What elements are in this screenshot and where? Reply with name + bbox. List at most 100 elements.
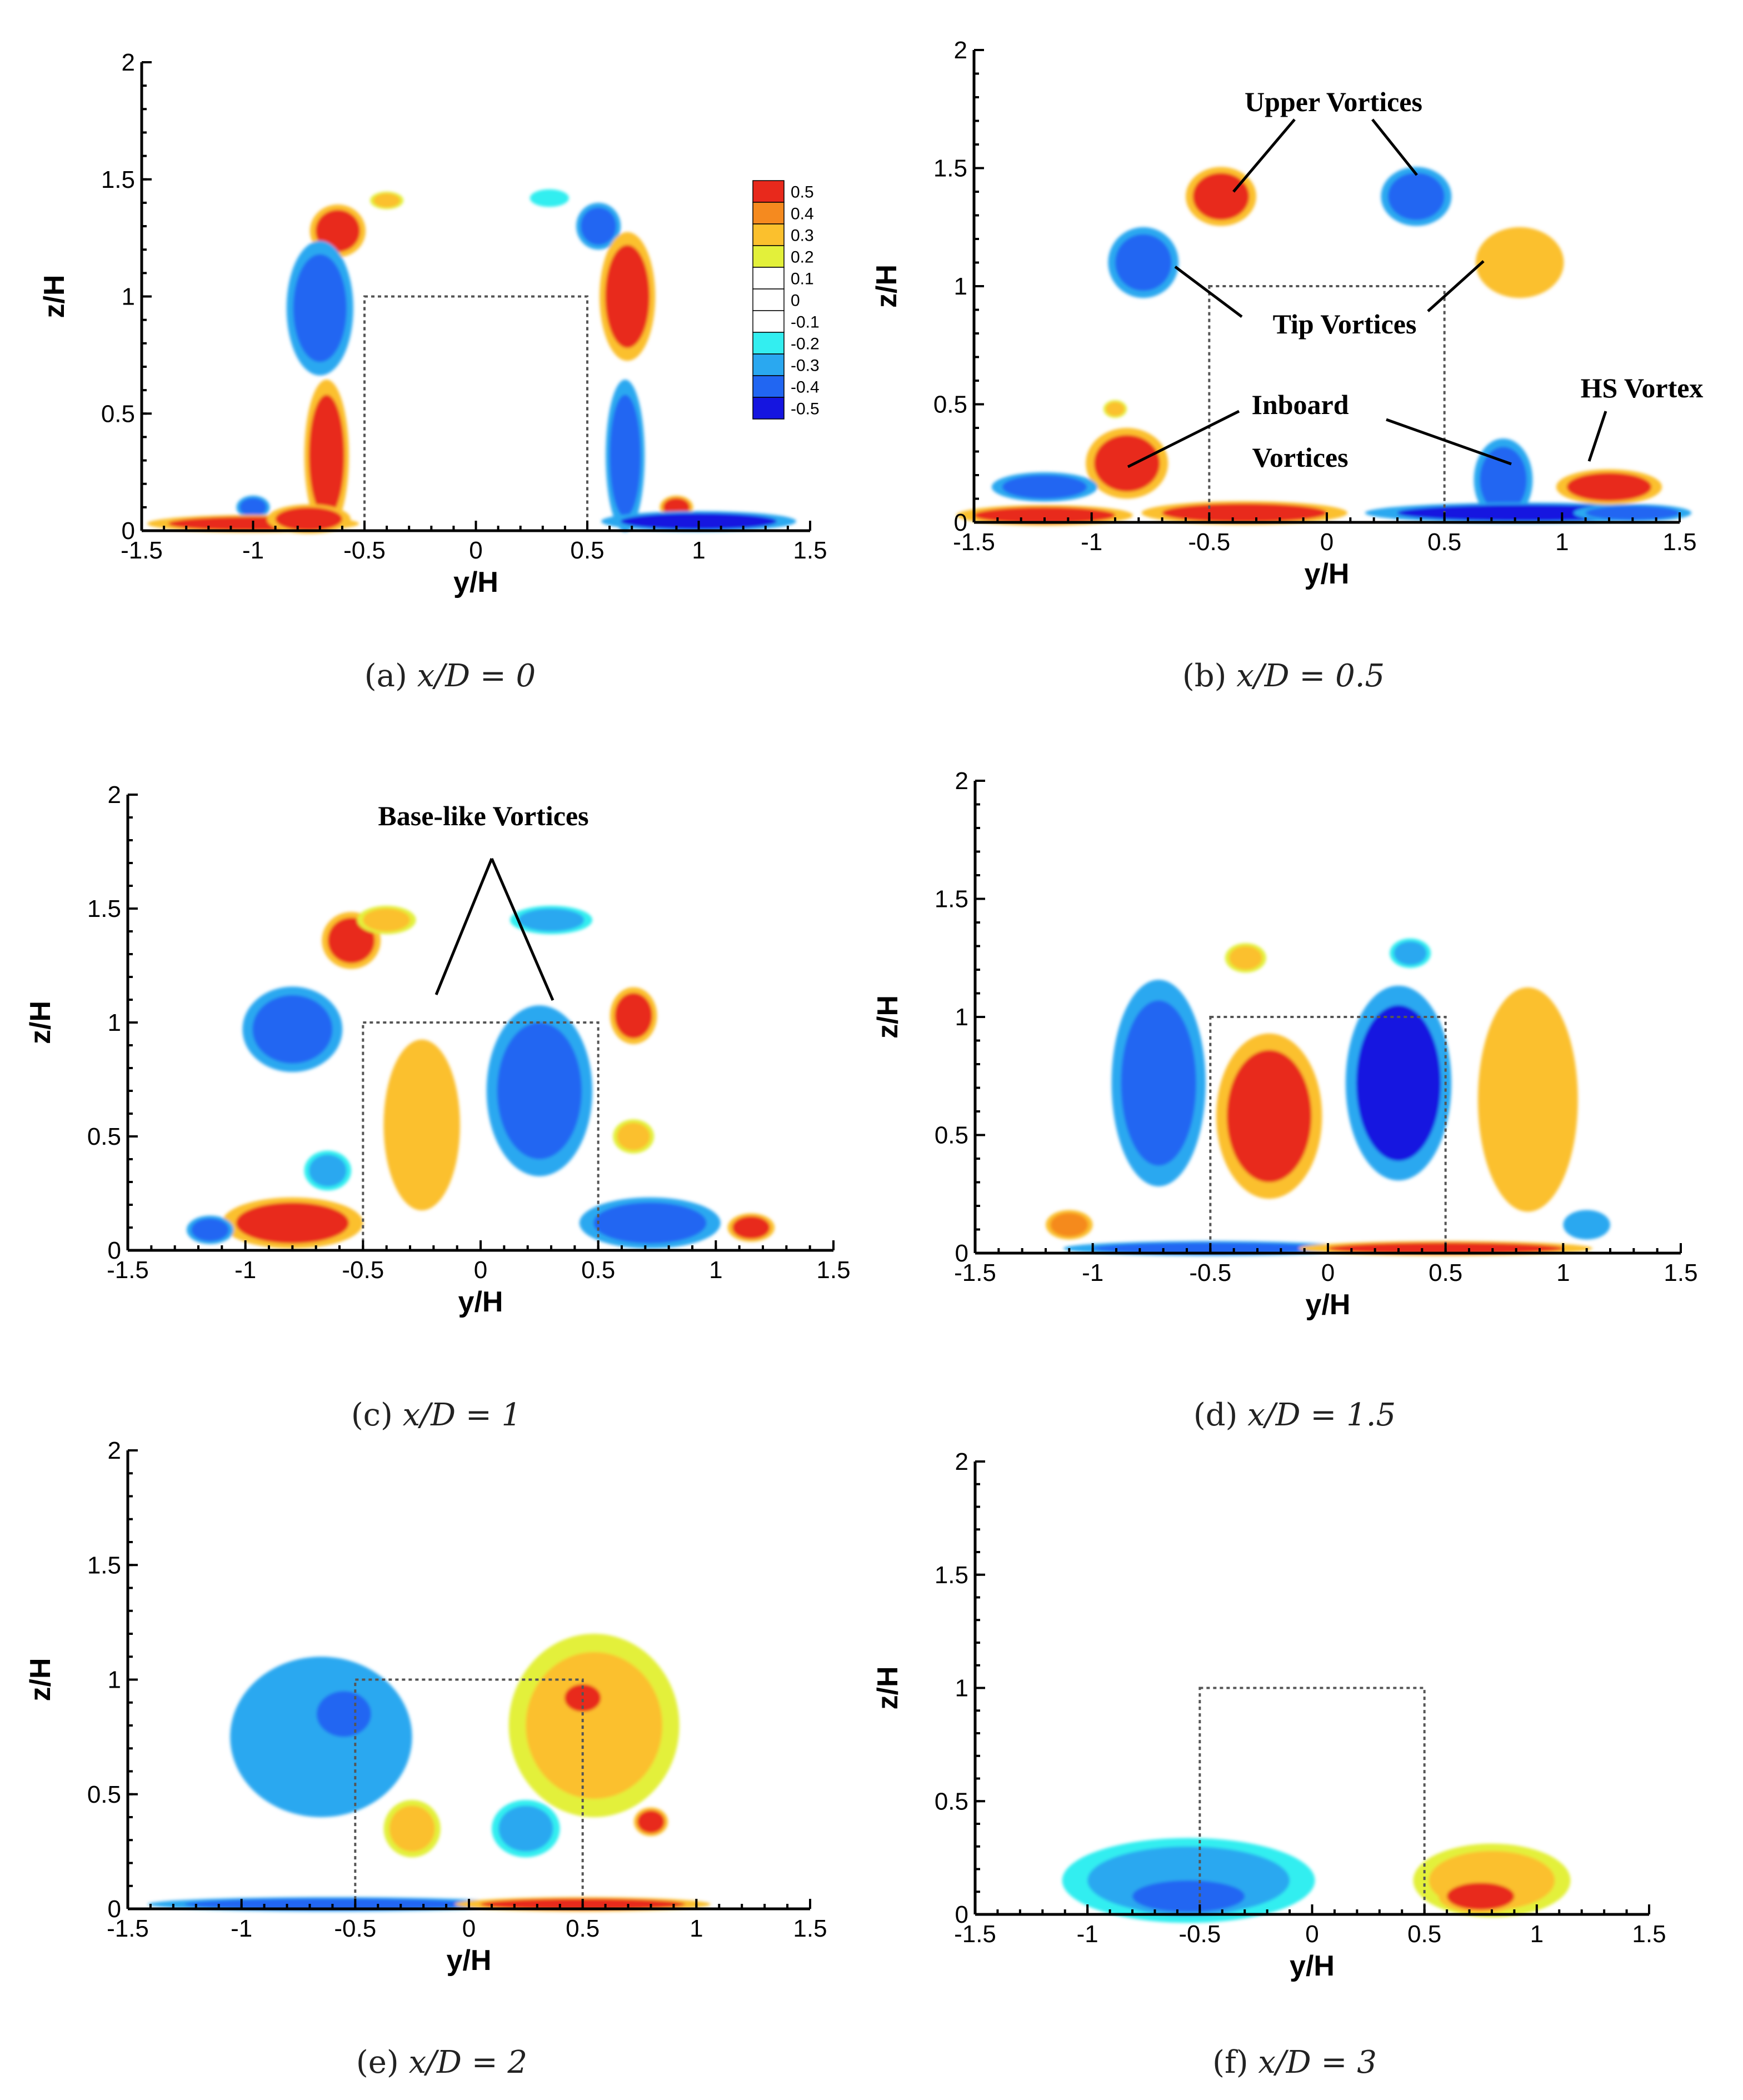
- x-tick-label: -1: [234, 1256, 256, 1284]
- annotation-line-hs: [1587, 411, 1607, 462]
- x-axis-label: y/H: [447, 1944, 492, 1977]
- panel-b: -1.5 -1 -0.5 0 0.5 1 1.5 0 0.5 1 1.5 2 y/H z/H: [871, 37, 1697, 590]
- contour-blob: [1388, 173, 1445, 220]
- legend-swatch: [752, 267, 785, 290]
- panel-c: -1.5 -1 -0.5 0 0.5 1 1.5 0 0.5 1 1.5 2 y/H z/H: [24, 781, 851, 1318]
- contour-blob: [526, 1652, 662, 1799]
- y-tick-label: 1.5: [933, 155, 967, 182]
- contour-blob: [248, 1673, 394, 1802]
- y-axis-label: z/H: [24, 1001, 57, 1044]
- annotation-base-like-vortices: Base-like Vortices: [378, 800, 588, 831]
- x-tick-label: -0.5: [334, 1915, 376, 1942]
- legend-label: -0.4: [791, 378, 820, 397]
- x-tick-label: 0: [462, 1915, 476, 1942]
- annotation-line-base-right: [490, 858, 555, 1001]
- legend-label: -0.1: [791, 313, 820, 332]
- legend-label: 0.2: [791, 248, 814, 267]
- contour-blob: [327, 917, 375, 964]
- y-tick-label: 2: [955, 767, 968, 795]
- annotation-line-base-left: [434, 858, 493, 995]
- x-tick-label: 0.5: [566, 1915, 600, 1942]
- y-axis-label: z/H: [871, 265, 903, 308]
- x-tick-label: 0.5: [581, 1256, 615, 1284]
- colorbar-legend: 0.5 0.4 0.3 0.2 0.1 0 -0.1 -0.2 -0.3 -0.4 -0.5: [752, 180, 820, 420]
- y-tick-label: 0: [122, 517, 135, 545]
- y-tick-label: 1: [954, 273, 967, 300]
- contour-blob: [580, 207, 617, 245]
- y-tick-label: 2: [122, 49, 135, 76]
- contour-blob: [315, 209, 360, 252]
- contour-blob: [637, 1810, 665, 1833]
- contour-blob: [1115, 234, 1172, 291]
- contour-blob: [610, 395, 641, 517]
- legend-swatch: [752, 353, 785, 376]
- x-tick-label: 1: [709, 1256, 722, 1284]
- x-tick-label: 1: [1556, 1259, 1570, 1286]
- x-tick-label: -1: [242, 537, 264, 564]
- x-tick-label: -1.5: [107, 1256, 149, 1284]
- contour-blob: [605, 245, 650, 348]
- x-tick-label: 1.5: [793, 537, 827, 564]
- y-tick-label: 0: [108, 1896, 121, 1923]
- y-tick-label: 2: [954, 37, 967, 64]
- contour-blob: [1447, 1882, 1515, 1910]
- caption-a: (a) x/D = 0: [364, 658, 536, 694]
- y-tick-label: 0.5: [933, 391, 967, 418]
- contour-blob: [1566, 472, 1652, 501]
- annotation-line-inboard-right: [1386, 418, 1512, 466]
- contour-blob: [497, 1022, 582, 1159]
- contour-blob: [391, 1056, 453, 1194]
- annotations-b: Upper Vortices Tip Vortices Inboard Vort…: [1127, 86, 1704, 473]
- y-tick-label: 1.5: [935, 886, 968, 913]
- contour-blob: [389, 1805, 435, 1852]
- x-tick-label: 0: [469, 537, 482, 564]
- y-tick-label: 0.5: [87, 1123, 121, 1150]
- contour-blob: [1487, 1010, 1568, 1190]
- contour-blob: [1484, 234, 1555, 291]
- x-tick-label: 0: [474, 1256, 487, 1284]
- y-axis-label: z/H: [872, 1667, 904, 1710]
- contour-blob: [308, 1154, 347, 1187]
- x-tick-label: -1.5: [121, 537, 163, 564]
- contour-blob: [308, 395, 344, 517]
- x-tick-label: -1: [1082, 1259, 1103, 1286]
- y-axis-label: z/H: [872, 995, 904, 1039]
- x-tick-label: 1: [692, 537, 705, 564]
- y-tick-label: 2: [108, 781, 121, 809]
- caption-f: (f) x/D = 3: [1212, 2044, 1377, 2081]
- model-outline: [363, 295, 588, 532]
- contour-blob: [533, 191, 565, 206]
- y-tick-label: 0.5: [101, 400, 135, 427]
- legend-swatch: [752, 245, 785, 268]
- caption-b: (b) x/D = 0.5: [1182, 658, 1385, 694]
- annotation-hs-vortex: HS Vortex: [1581, 372, 1704, 403]
- y-tick-label: 2: [955, 1448, 968, 1475]
- y-tick-label: 1.5: [101, 166, 135, 193]
- contour-blob: [1162, 503, 1327, 522]
- x-tick-label: -0.5: [1189, 1259, 1231, 1286]
- contour-blob: [1050, 1213, 1088, 1237]
- contour-field: [147, 1634, 711, 1912]
- x-tick-label: -0.5: [343, 537, 386, 564]
- x-tick-label: -1.5: [107, 1915, 149, 1942]
- x-tick-label: 1.5: [1632, 1921, 1666, 1948]
- x-axis-label: y/H: [1290, 1950, 1335, 1982]
- contour-blob: [1121, 1000, 1196, 1166]
- y-tick-label: 1.5: [935, 1562, 968, 1589]
- contour-blob: [1132, 1880, 1245, 1912]
- x-tick-label: -1.5: [954, 1921, 996, 1948]
- contour-blob: [363, 909, 411, 931]
- model-outline: [354, 1678, 584, 1910]
- x-tick-label: 0.5: [570, 537, 604, 564]
- annotation-upper-vortices: Upper Vortices: [1245, 86, 1422, 117]
- x-tick-label: 0.5: [1407, 1921, 1441, 1948]
- y-tick-label: 0: [955, 1901, 968, 1928]
- x-tick-label: 1: [690, 1915, 703, 1942]
- panel-e: -1.5 -1 -0.5 0 0.5 1 1.5 0 0.5 1 1.5 2 y/H z/H: [24, 1437, 827, 1977]
- x-tick-label: 0: [1305, 1921, 1319, 1948]
- contour-blob: [518, 909, 585, 931]
- x-axis-label: y/H: [1306, 1289, 1351, 1321]
- x-tick-label: -0.5: [342, 1256, 384, 1284]
- x-tick-label: 0: [1321, 1259, 1335, 1286]
